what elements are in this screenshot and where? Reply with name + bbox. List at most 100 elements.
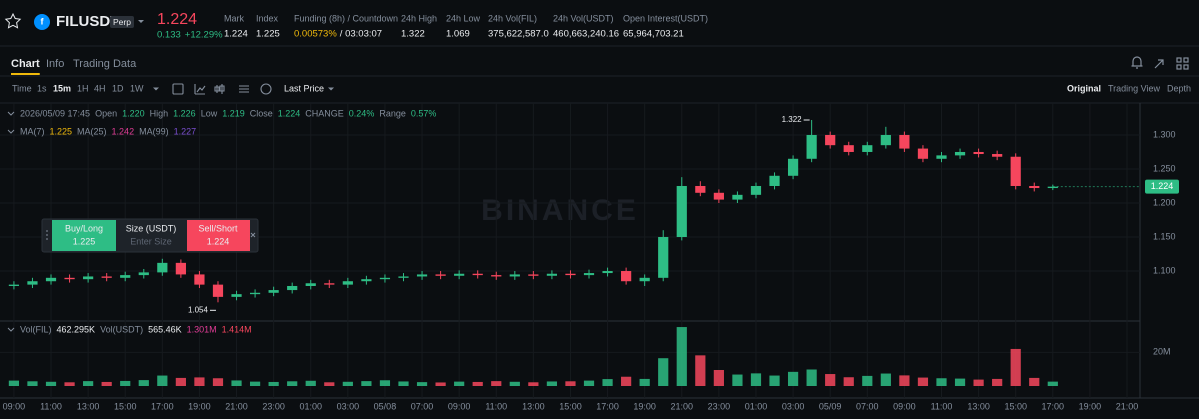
stat-value: 1.225 [256, 29, 280, 40]
volume-bar [491, 381, 502, 386]
close-widget[interactable] [250, 232, 256, 238]
view-option[interactable]: Trading View [1108, 83, 1161, 93]
symbol[interactable]: FILUSDT [56, 13, 119, 30]
x-tick-label: 13:00 [522, 401, 545, 411]
size-label: Size (USDT) [126, 223, 177, 233]
candle-body [491, 275, 502, 277]
x-tick-label: 17:00 [151, 401, 174, 411]
candle-body [45, 277, 57, 282]
interval[interactable]: 1D [112, 83, 124, 93]
interval[interactable]: 15m [53, 83, 71, 93]
legend-value: 1.227 [174, 126, 197, 136]
candle-body [750, 185, 762, 195]
x-tick-label: 11:00 [40, 401, 62, 411]
interval-dropdown[interactable] [153, 87, 159, 91]
sell-price: 1.224 [207, 236, 230, 246]
indicator-icon[interactable] [194, 84, 206, 95]
volume-bar [528, 382, 539, 386]
candle-body [583, 273, 595, 276]
buy-button[interactable] [52, 220, 116, 251]
x-tick-label: 21:00 [1116, 401, 1139, 411]
volume-bar [101, 381, 112, 386]
x-tick-label: 13:00 [77, 401, 100, 411]
x-tick-label: 15:00 [559, 401, 582, 411]
badge: Perp [113, 17, 131, 27]
x-tick-label: 09:00 [448, 401, 471, 411]
candle-body [8, 284, 20, 286]
candle-body [843, 145, 854, 152]
favorite-icon[interactable] [4, 12, 22, 29]
candle-icon[interactable] [214, 84, 225, 94]
volume-bar [1010, 348, 1021, 386]
candle-body [1047, 186, 1058, 189]
candle-body [398, 276, 409, 278]
x-tick-label: 21:00 [671, 401, 694, 411]
toolbar-icons [172, 83, 272, 95]
expand-icon[interactable] [1154, 59, 1164, 69]
x-tick-label: 03:00 [782, 401, 805, 411]
candle-body [732, 194, 743, 200]
collapse-toggle[interactable] [7, 327, 15, 332]
volume-bar [509, 381, 520, 386]
view-option[interactable]: Depth [1167, 83, 1191, 93]
volume-bar [268, 381, 279, 386]
volume-bar [45, 381, 57, 386]
settings-icon[interactable] [260, 83, 272, 95]
legend-timestamp: 2026/05/09 17:45 [20, 108, 90, 118]
legend-label: MA(25) [77, 126, 107, 136]
price-type[interactable]: Last Price [284, 83, 324, 93]
stat-value: 460,663,240.16 [553, 29, 619, 40]
legend-value: 1.220 [122, 108, 145, 118]
buy-price: 1.225 [73, 236, 96, 246]
legend-label: Vol(USDT) [100, 324, 143, 334]
volume-bar [324, 382, 335, 386]
volume-bar [249, 381, 261, 386]
interval[interactable]: 4H [94, 83, 106, 93]
drag-handle[interactable] [46, 230, 48, 240]
tab[interactable]: Chart [11, 58, 40, 70]
symbol-dropdown[interactable] [138, 20, 144, 23]
calendar-icon[interactable] [172, 83, 184, 95]
collapse-toggle[interactable] [7, 129, 15, 134]
volume-bar [973, 379, 984, 386]
menu-icon[interactable] [239, 85, 249, 93]
tab[interactable]: Trading Data [73, 58, 137, 70]
x-tick-label: 23:00 [708, 401, 731, 411]
volume-bar [212, 378, 224, 386]
interval[interactable]: 1H [77, 83, 89, 93]
legend-value: 1.414M [222, 324, 252, 334]
volume-bar [602, 379, 613, 386]
price-type-dropdown[interactable] [328, 87, 335, 91]
legend-value: 565.46K [148, 324, 182, 334]
tab[interactable]: Info [46, 58, 64, 70]
x-tick-label: 05/09 [819, 401, 842, 411]
volume-bar [621, 376, 632, 386]
x-tick-label: 15:00 [114, 401, 137, 411]
view-option[interactable]: Original [1067, 83, 1101, 93]
x-tick-label: 07:00 [856, 401, 879, 411]
volume-bar [342, 381, 353, 386]
legend-value: 1.225 [50, 126, 73, 136]
volume-bar [157, 375, 168, 386]
buy-label: Buy/Long [65, 223, 103, 233]
collapse-toggle[interactable] [7, 111, 15, 116]
stat-label: 24h Low [446, 13, 481, 23]
candle-body [936, 155, 947, 159]
layout-icon[interactable] [1176, 57, 1182, 63]
sell-button[interactable] [187, 220, 250, 251]
volume-bar [565, 381, 576, 386]
candle-body [899, 134, 910, 149]
interval[interactable]: 1W [130, 83, 144, 93]
interval[interactable]: 1s [37, 83, 47, 93]
x-tick-label: 05/08 [374, 401, 397, 411]
legend-label: CHANGE [305, 108, 344, 118]
watermark: BINANCE [481, 194, 639, 227]
size-input[interactable]: Enter Size [130, 236, 172, 246]
volume-bar [825, 374, 836, 386]
alert-icon[interactable] [1131, 56, 1143, 69]
candle-body [64, 277, 75, 280]
legend-value: 0.24% [349, 108, 375, 118]
candle-body [324, 283, 335, 285]
order-widget: Buy/Long 1.225 Size (USDT) Enter Size Se… [41, 218, 259, 253]
stat-label: Mark [224, 13, 244, 23]
